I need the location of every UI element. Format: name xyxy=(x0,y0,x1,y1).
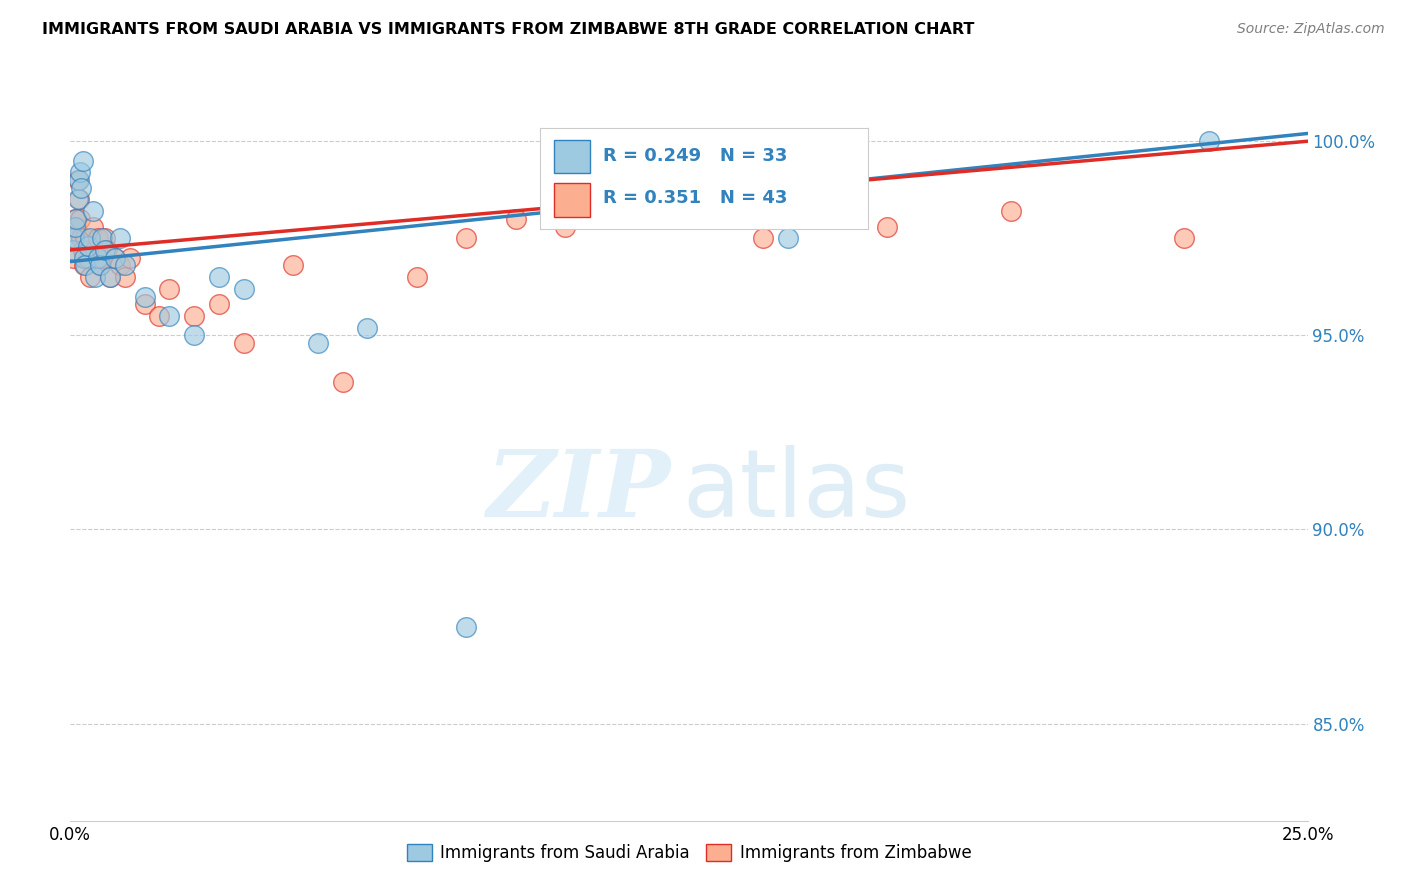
Point xyxy=(232,282,254,296)
Point xyxy=(86,251,108,265)
Point xyxy=(73,259,96,273)
Point xyxy=(67,193,90,207)
Point xyxy=(332,375,354,389)
Point xyxy=(183,309,205,323)
Point xyxy=(148,309,170,323)
Text: atlas: atlas xyxy=(683,445,911,537)
Point xyxy=(67,173,90,187)
Point xyxy=(91,231,114,245)
Point xyxy=(62,251,84,265)
Point xyxy=(86,231,108,245)
Point xyxy=(554,219,576,234)
Point xyxy=(84,270,107,285)
Point xyxy=(876,219,898,234)
Point xyxy=(84,243,107,257)
Point xyxy=(73,251,96,265)
Point xyxy=(98,270,121,285)
Point xyxy=(281,259,304,273)
Point xyxy=(603,193,626,207)
Point xyxy=(1198,134,1220,148)
Point xyxy=(69,165,91,179)
Point xyxy=(75,259,97,273)
Point xyxy=(72,243,94,257)
Point xyxy=(66,173,89,187)
Point xyxy=(405,270,427,285)
Point xyxy=(89,259,111,273)
Point xyxy=(63,231,86,245)
Point xyxy=(65,211,87,226)
Point xyxy=(456,231,478,245)
Point xyxy=(752,231,775,245)
Point xyxy=(76,251,98,265)
Point xyxy=(456,619,478,633)
Point xyxy=(76,239,98,253)
Point xyxy=(63,231,86,245)
Point xyxy=(89,259,111,273)
Text: IMMIGRANTS FROM SAUDI ARABIA VS IMMIGRANTS FROM ZIMBABWE 8TH GRADE CORRELATION C: IMMIGRANTS FROM SAUDI ARABIA VS IMMIGRAN… xyxy=(42,22,974,37)
Point xyxy=(232,336,254,351)
Point xyxy=(776,231,799,245)
Point xyxy=(79,231,101,245)
Point xyxy=(104,251,127,265)
Point xyxy=(72,153,94,168)
Point xyxy=(356,320,378,334)
Point xyxy=(208,270,231,285)
Text: ZIP: ZIP xyxy=(486,446,671,536)
Point xyxy=(79,270,101,285)
Point xyxy=(65,211,87,226)
Point xyxy=(114,259,136,273)
Point xyxy=(66,193,89,207)
Point xyxy=(62,243,84,257)
Point xyxy=(208,297,231,311)
Point xyxy=(94,243,117,257)
Point xyxy=(65,219,87,234)
Point xyxy=(157,282,180,296)
Point xyxy=(505,211,527,226)
Point xyxy=(70,181,93,195)
Point xyxy=(114,270,136,285)
Point xyxy=(1000,204,1022,219)
Point xyxy=(70,231,93,245)
Point xyxy=(108,231,131,245)
Point xyxy=(65,219,87,234)
Legend: Immigrants from Saudi Arabia, Immigrants from Zimbabwe: Immigrants from Saudi Arabia, Immigrants… xyxy=(399,837,979,869)
Point xyxy=(69,211,91,226)
Point xyxy=(134,289,156,303)
Point xyxy=(157,309,180,323)
Point xyxy=(94,231,117,245)
Text: Source: ZipAtlas.com: Source: ZipAtlas.com xyxy=(1237,22,1385,37)
Point xyxy=(75,231,97,245)
Point xyxy=(118,251,141,265)
Point xyxy=(82,219,104,234)
Point xyxy=(1173,231,1195,245)
Point xyxy=(108,259,131,273)
Point xyxy=(96,243,118,257)
Point xyxy=(134,297,156,311)
Point xyxy=(91,251,114,265)
Point xyxy=(104,251,127,265)
Point xyxy=(678,211,700,226)
Point xyxy=(98,270,121,285)
Point xyxy=(307,336,329,351)
Point xyxy=(183,328,205,343)
Point xyxy=(82,204,104,219)
